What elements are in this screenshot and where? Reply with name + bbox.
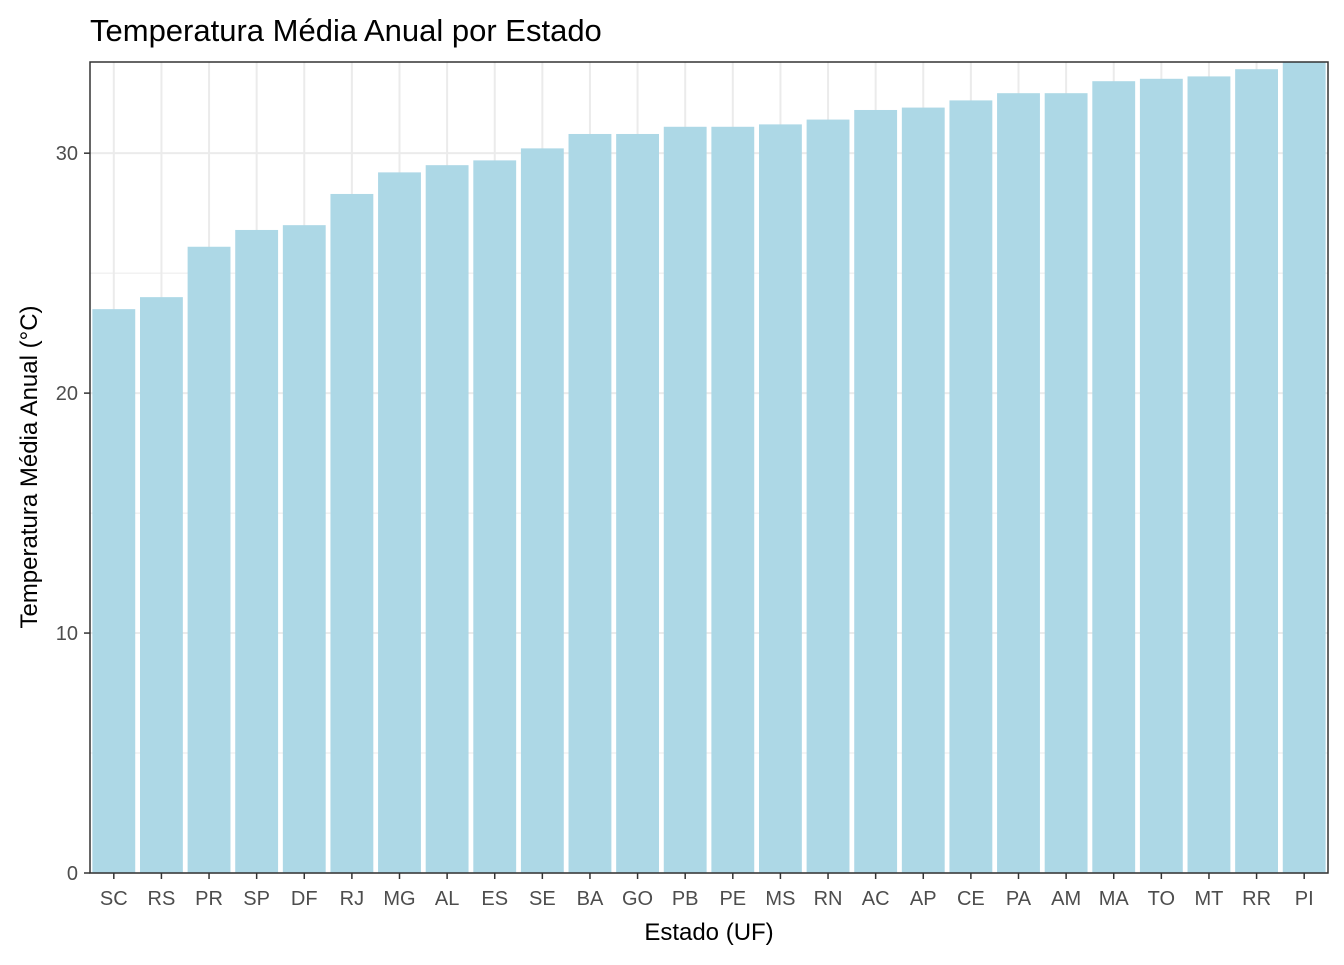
x-tick-label-pb: PB: [672, 888, 699, 910]
bar-to: [1139, 78, 1183, 874]
x-tick-label-pr: PR: [195, 888, 223, 910]
x-tick-label-to: TO: [1148, 888, 1175, 910]
bar-am: [1044, 93, 1088, 873]
bar-mg: [378, 172, 421, 873]
x-tick-label-ma: MA: [1099, 888, 1130, 910]
bar-pi: [1282, 62, 1326, 873]
bar-pa: [997, 93, 1040, 873]
y-tick-label: 10: [56, 623, 78, 645]
bar-ac: [854, 109, 898, 874]
bar-ms: [758, 124, 802, 873]
bar-ce: [949, 100, 993, 874]
panel-border: [89, 61, 1329, 874]
bar-es: [473, 160, 517, 873]
x-tick-label-rr: RR: [1242, 888, 1271, 910]
x-tick-label-mg: MG: [383, 888, 415, 910]
x-tick-label-ap: AP: [910, 888, 937, 910]
bar-ba: [568, 133, 612, 874]
bar-pe: [711, 126, 755, 873]
bar-go: [616, 133, 660, 874]
x-axis: SC RS PR SP DF RJ MG AL ES SE BA GO PB PE MS RN AC AP CE PA…: [100, 873, 1314, 910]
x-tick-label-mt: MT: [1195, 888, 1224, 910]
x-tick-label-se: SE: [529, 888, 556, 910]
x-tick-label-sc: SC: [100, 888, 128, 910]
bar-pb: [663, 126, 707, 873]
x-tick-label-ce: CE: [957, 888, 985, 910]
bar-rj: [330, 193, 374, 873]
y-tick-label: 0: [67, 863, 78, 885]
x-tick-label-pi: PI: [1295, 888, 1314, 910]
bar-ma: [1092, 81, 1136, 874]
x-tick-label-ac: AC: [862, 888, 890, 910]
y-tick-label: 30: [56, 143, 78, 165]
bar-mt: [1187, 76, 1231, 874]
x-tick-label-pe: PE: [719, 888, 746, 910]
x-tick-label-df: DF: [291, 888, 318, 910]
x-tick-label-ba: BA: [577, 888, 604, 910]
x-tick-label-ms: MS: [765, 888, 795, 910]
bar-df: [282, 225, 326, 873]
bar-rr: [1235, 69, 1279, 873]
x-tick-label-al: AL: [435, 888, 459, 910]
bar-pr: [187, 246, 231, 873]
x-tick-label-am: AM: [1051, 888, 1081, 910]
x-tick-label-es: ES: [481, 888, 508, 910]
x-tick-label-rs: RS: [148, 888, 176, 910]
chart-title: Temperatura Média Anual por Estado: [90, 13, 602, 48]
bars: [92, 62, 1326, 874]
y-axis-title: Temperatura Média Anual (°C): [16, 305, 43, 628]
x-tick-label-rj: RJ: [340, 888, 364, 910]
y-tick-label: 20: [56, 383, 78, 405]
x-tick-label-rn: RN: [814, 888, 843, 910]
x-tick-label-sp: SP: [243, 888, 270, 910]
bar-sc: [92, 309, 136, 873]
bar-sp: [235, 229, 279, 874]
x-tick-label-pa: PA: [1006, 888, 1032, 910]
bar-al: [425, 165, 469, 873]
x-tick-label-go: GO: [622, 888, 653, 910]
y-axis: 0 10 20 30: [56, 143, 90, 885]
bar-rs: [139, 297, 183, 874]
x-axis-title: Estado (UF): [644, 919, 773, 946]
bar-rn: [806, 119, 850, 873]
bar-se: [520, 148, 564, 874]
bar-ap: [901, 107, 945, 874]
